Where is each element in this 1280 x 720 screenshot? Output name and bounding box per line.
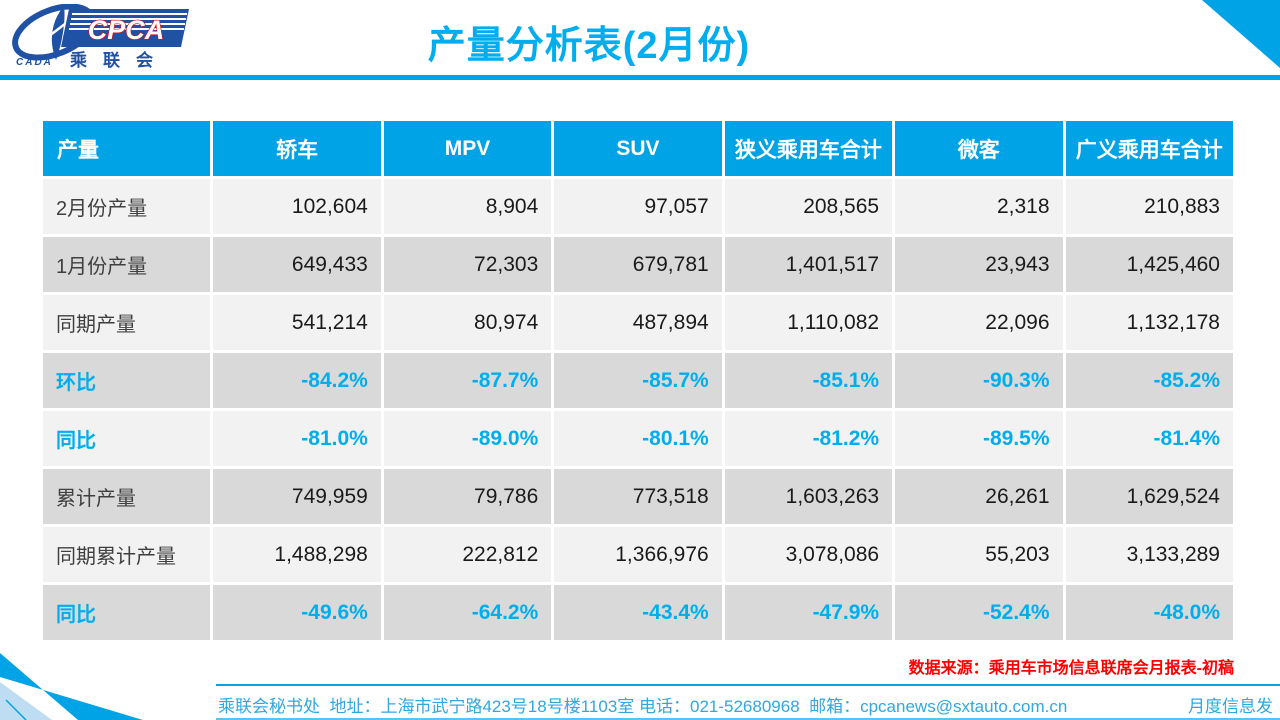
table-header: 产量 轿车 MPV SUV 狭义乘用车合计 微客 广义乘用车合计 bbox=[39, 118, 1237, 179]
table-cell: -47.9% bbox=[721, 582, 896, 643]
table-row: 1月份产量 649,433 72,303 679,781 1,401,517 23,943… bbox=[39, 234, 1237, 295]
table-row: 2月份产量 102,604 8,904 97,057 208,565 2,318 210,8… bbox=[39, 176, 1237, 237]
table-cell: 8,904 bbox=[380, 176, 555, 237]
table-cell: -81.4% bbox=[1062, 408, 1237, 469]
table-row: 同比 -49.6% -64.2% -43.4% -47.9% -52.4% -48.0% bbox=[39, 582, 1237, 643]
footer-contact-info: 乘联会秘书处 地址：上海市武宁路423号18号楼1103室 电话：021-526… bbox=[218, 697, 1068, 716]
table-cell: 210,883 bbox=[1062, 176, 1237, 237]
row-label: 累计产量 bbox=[39, 466, 214, 527]
table-cell: -80.1% bbox=[551, 408, 725, 469]
column-header: MPV bbox=[380, 118, 555, 179]
table-cell: -85.2% bbox=[1062, 350, 1237, 411]
row-label: 2月份产量 bbox=[39, 176, 214, 237]
table-cell: 208,565 bbox=[721, 176, 896, 237]
table-cell: -89.0% bbox=[380, 408, 555, 469]
cpca-logo: CADA CPCA 乘联会 bbox=[12, 4, 189, 70]
header-divider bbox=[0, 75, 1280, 80]
table-row: 同期产量 541,214 80,974 487,894 1,110,082 22,096 1… bbox=[39, 292, 1237, 353]
table-cell: 773,518 bbox=[551, 466, 725, 527]
table-row: 累计产量 749,959 79,786 773,518 1,603,263 26,261 1… bbox=[39, 466, 1237, 527]
table-cell: 222,812 bbox=[380, 524, 555, 585]
page-title: 产量分析表(2月份) bbox=[427, 25, 751, 67]
table-row: 同期累计产量 1,488,298 222,812 1,366,976 3,078,086… bbox=[39, 524, 1237, 585]
table-cell: -52.4% bbox=[892, 582, 1066, 643]
table-cell: -90.3% bbox=[892, 350, 1066, 411]
row-label: 同期产量 bbox=[39, 292, 214, 353]
column-header: 广义乘用车合计 bbox=[1062, 118, 1237, 179]
table-cell: 1,425,460 bbox=[1062, 234, 1237, 295]
table-cell: 2,318 bbox=[892, 176, 1066, 237]
production-table: 产量 轿车 MPV SUV 狭义乘用车合计 微客 广义乘用车合计 2月份产量 102,604 8… bbox=[39, 118, 1237, 643]
column-header: SUV bbox=[551, 118, 725, 179]
table-cell: 679,781 bbox=[551, 234, 725, 295]
table-cell: -84.2% bbox=[210, 350, 384, 411]
footer-divider bbox=[216, 684, 1280, 686]
table-cell: 649,433 bbox=[210, 234, 384, 295]
table-cell: 80,974 bbox=[380, 292, 555, 353]
row-label: 同比 bbox=[39, 408, 214, 469]
table-row: 环比 -84.2% -87.7% -85.7% -85.1% -90.3% -85.2% bbox=[39, 350, 1237, 411]
row-label: 同期累计产量 bbox=[39, 524, 214, 585]
table-cell: -81.2% bbox=[721, 408, 896, 469]
column-header-row-label: 产量 bbox=[39, 118, 214, 179]
column-header: 狭义乘用车合计 bbox=[721, 118, 896, 179]
table-cell: 1,132,178 bbox=[1062, 292, 1237, 353]
table-cell: 22,096 bbox=[892, 292, 1066, 353]
table-cell: 3,133,289 bbox=[1062, 524, 1237, 585]
table-cell: -87.7% bbox=[380, 350, 555, 411]
table-cell: 79,786 bbox=[380, 466, 555, 527]
table-cell: -89.5% bbox=[892, 408, 1066, 469]
table-cell: 1,366,976 bbox=[551, 524, 725, 585]
table-cell: 1,488,298 bbox=[210, 524, 384, 585]
row-label: 1月份产量 bbox=[39, 234, 214, 295]
table-cell: 749,959 bbox=[210, 466, 384, 527]
corner-triangle-decoration bbox=[1202, 0, 1280, 68]
column-header: 微客 bbox=[892, 118, 1066, 179]
row-label: 环比 bbox=[39, 350, 214, 411]
table-cell: 1,603,263 bbox=[721, 466, 896, 527]
row-label: 同比 bbox=[39, 582, 214, 643]
table-cell: 23,943 bbox=[892, 234, 1066, 295]
table-cell: 72,303 bbox=[380, 234, 555, 295]
table-cell: 1,629,524 bbox=[1062, 466, 1237, 527]
data-source-note: 数据来源：乘用车市场信息联席会月报表-初稿 bbox=[908, 660, 1234, 677]
table-cell: 1,110,082 bbox=[721, 292, 896, 353]
table-cell: -85.7% bbox=[551, 350, 725, 411]
table-cell: 55,203 bbox=[892, 524, 1066, 585]
table-cell: 102,604 bbox=[210, 176, 384, 237]
table-row: 同比 -81.0% -89.0% -80.1% -81.2% -89.5% -81.4% bbox=[39, 408, 1237, 469]
footer-bottom-divider bbox=[216, 718, 1280, 720]
cpca-cn-text: 乘联会 bbox=[69, 50, 169, 70]
table-cell: 3,078,086 bbox=[721, 524, 896, 585]
footer-publication-label: 月度信息发 bbox=[1188, 697, 1273, 716]
cada-text: CADA bbox=[16, 57, 53, 68]
table-cell: 97,057 bbox=[551, 176, 725, 237]
table-cell: 487,894 bbox=[551, 292, 725, 353]
table-cell: 541,214 bbox=[210, 292, 384, 353]
table-cell: 26,261 bbox=[892, 466, 1066, 527]
table-cell: -85.1% bbox=[721, 350, 896, 411]
table-cell: -43.4% bbox=[551, 582, 725, 643]
table-cell: -81.0% bbox=[210, 408, 384, 469]
table-cell: -49.6% bbox=[210, 582, 384, 643]
table-cell: 1,401,517 bbox=[721, 234, 896, 295]
cpca-text: CPCA bbox=[88, 15, 165, 45]
table-cell: -48.0% bbox=[1062, 582, 1237, 643]
cpca-mark: CPCA bbox=[61, 9, 189, 47]
column-header: 轿车 bbox=[210, 118, 384, 179]
table-cell: -64.2% bbox=[380, 582, 555, 643]
corner-stripes-decoration bbox=[0, 653, 143, 720]
